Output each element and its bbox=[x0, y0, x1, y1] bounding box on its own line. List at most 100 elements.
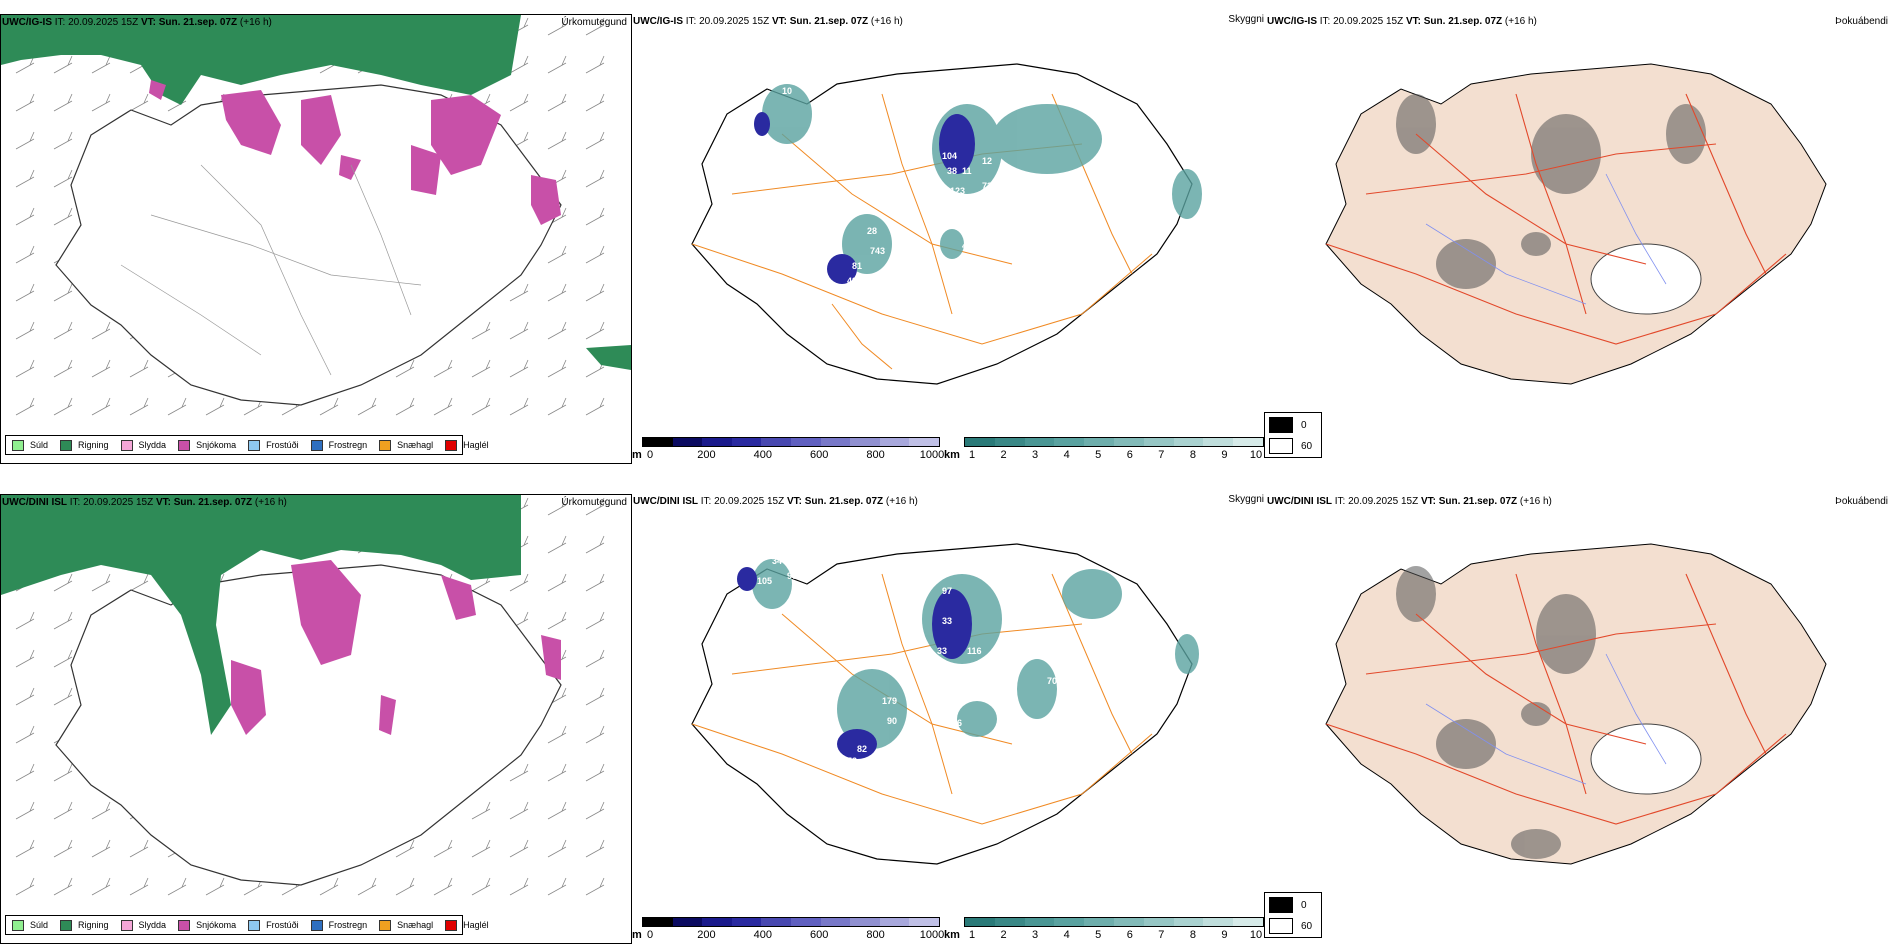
lead-time: (+16 h) bbox=[1519, 496, 1552, 507]
valid-time-label: VT: bbox=[1405, 16, 1421, 27]
wind-barb bbox=[53, 283, 73, 302]
legend-swatch bbox=[379, 439, 392, 451]
fog-shading bbox=[1396, 566, 1596, 859]
wind-barb bbox=[547, 131, 567, 150]
colorbar-tick: 400 bbox=[753, 449, 772, 461]
colorbar-tick: 0 bbox=[646, 449, 654, 461]
map-value-label: 33 bbox=[942, 616, 952, 626]
wind-barb bbox=[509, 283, 529, 302]
colorbar-tick: 800 bbox=[866, 449, 885, 461]
wind-barb bbox=[585, 207, 605, 226]
wind-barb bbox=[53, 801, 73, 820]
map-value-label: 97 bbox=[942, 586, 952, 596]
map-value-label: 16 bbox=[742, 116, 752, 126]
colorbar-cell bbox=[702, 438, 732, 446]
map-value-label: 179 bbox=[882, 696, 897, 706]
map-value-label: 76 bbox=[952, 718, 962, 728]
colorbar-tick: 9 bbox=[1221, 929, 1228, 941]
map-value-label: 97 bbox=[787, 571, 797, 581]
wind-barb bbox=[547, 763, 567, 782]
wind-barb bbox=[547, 611, 567, 630]
legend-swatch bbox=[248, 919, 261, 931]
wind-barb bbox=[547, 283, 567, 302]
wind-barb bbox=[471, 321, 491, 340]
wind-barb bbox=[15, 93, 35, 112]
map-value-label: 117 bbox=[952, 676, 967, 686]
legend-swatch bbox=[120, 439, 133, 451]
wind-barb bbox=[547, 497, 567, 516]
wind-barb bbox=[509, 877, 529, 896]
legend-swatch bbox=[12, 919, 24, 931]
fog-legend-bottom: 0 60 bbox=[1264, 892, 1322, 938]
valid-time: Sun. 21.sep. 07Z bbox=[1423, 16, 1503, 27]
wind-barb bbox=[91, 93, 111, 112]
wind-barb bbox=[91, 55, 111, 74]
legend-item: Frostúði bbox=[248, 439, 299, 451]
legend-swatch bbox=[12, 439, 24, 451]
legend-swatch bbox=[248, 439, 261, 451]
precip-map-bottom bbox=[1, 495, 605, 896]
model-name: UWC/DINI ISL bbox=[1267, 496, 1332, 507]
wind-barb bbox=[547, 801, 567, 820]
colorbar-tick: 3 bbox=[1032, 929, 1039, 941]
legend-item: Frostregn bbox=[310, 439, 367, 451]
colorbar-tick: 8 bbox=[1189, 929, 1196, 941]
legend-item: Slydda bbox=[120, 919, 166, 931]
wind-barb bbox=[509, 397, 529, 416]
legend-item: Rigning bbox=[60, 439, 109, 451]
colorbar-tick: 200 bbox=[697, 449, 716, 461]
wind-barb bbox=[585, 131, 605, 150]
snow-areas bbox=[149, 80, 561, 225]
wind-barb bbox=[53, 131, 73, 150]
valid-time: Sun. 21.sep. 07Z bbox=[789, 16, 869, 27]
legend-label: Súld bbox=[30, 920, 49, 930]
colorbar-tick: 5 bbox=[1095, 449, 1102, 461]
legend-swatch bbox=[120, 919, 133, 931]
map-value-label: 81 bbox=[852, 261, 862, 271]
lead-time: (+16 h) bbox=[870, 16, 903, 27]
legend-item: Súld bbox=[12, 919, 49, 931]
init-time: IT: 20.09.2025 15Z bbox=[54, 17, 139, 28]
rivers bbox=[1425, 173, 1667, 305]
init-time: IT: 20.09.2025 15Z bbox=[1319, 16, 1404, 27]
wind-barb bbox=[15, 245, 35, 264]
legend-label: Haglél bbox=[463, 920, 489, 930]
colorbar-cell bbox=[1024, 438, 1055, 446]
wind-barb bbox=[53, 877, 73, 896]
colorbar-tick: 1000 bbox=[919, 929, 945, 941]
precip-title: Úrkomutegund bbox=[561, 497, 627, 508]
wind-barb bbox=[319, 877, 339, 896]
wind-barb bbox=[547, 397, 567, 416]
wind-barb bbox=[53, 93, 73, 112]
wind-barb bbox=[585, 687, 605, 706]
colorbar-cell bbox=[731, 918, 762, 926]
wind-barb bbox=[547, 93, 567, 112]
wind-barb bbox=[53, 321, 73, 340]
init-time: IT: 20.09.2025 15Z bbox=[1334, 496, 1419, 507]
glacier bbox=[1590, 723, 1702, 795]
rivers bbox=[1425, 653, 1667, 785]
model-name: UWC/IG-IS bbox=[1267, 16, 1317, 27]
fog-legend-label: 60 bbox=[1301, 920, 1313, 932]
fog-legend-item: 60 bbox=[1269, 918, 1312, 934]
wind-barb bbox=[15, 283, 35, 302]
visibility-colorbar: km 1 2 3 4 5 6 7 8 9 10 bbox=[944, 437, 1264, 461]
map-value-label: 44 bbox=[1072, 101, 1082, 111]
map-value-label: 49 bbox=[962, 241, 972, 251]
map-value-label: 69 bbox=[902, 246, 912, 256]
legend-label: Haglél bbox=[463, 440, 489, 450]
height-colorbar: m 0 200 400 600 800 1000 bbox=[632, 917, 945, 941]
fog-header-top: UWC/IG-IS IT: 20.09.2025 15Z VT: Sun. 21… bbox=[1267, 16, 1537, 27]
wind-barb bbox=[15, 839, 35, 858]
legend-item: Rigning bbox=[60, 919, 109, 931]
wind-barb bbox=[53, 611, 73, 630]
fog-legend-item: 0 bbox=[1269, 897, 1307, 913]
wind-barb bbox=[585, 93, 605, 112]
colorbar-cell bbox=[1233, 918, 1263, 926]
precip-map-top bbox=[1, 15, 631, 416]
valid-time-label: VT: bbox=[786, 496, 802, 507]
valid-time-label: VT: bbox=[771, 16, 787, 27]
wind-barb bbox=[585, 497, 605, 516]
colorbar-cell bbox=[820, 438, 851, 446]
wind-barb bbox=[547, 573, 567, 592]
